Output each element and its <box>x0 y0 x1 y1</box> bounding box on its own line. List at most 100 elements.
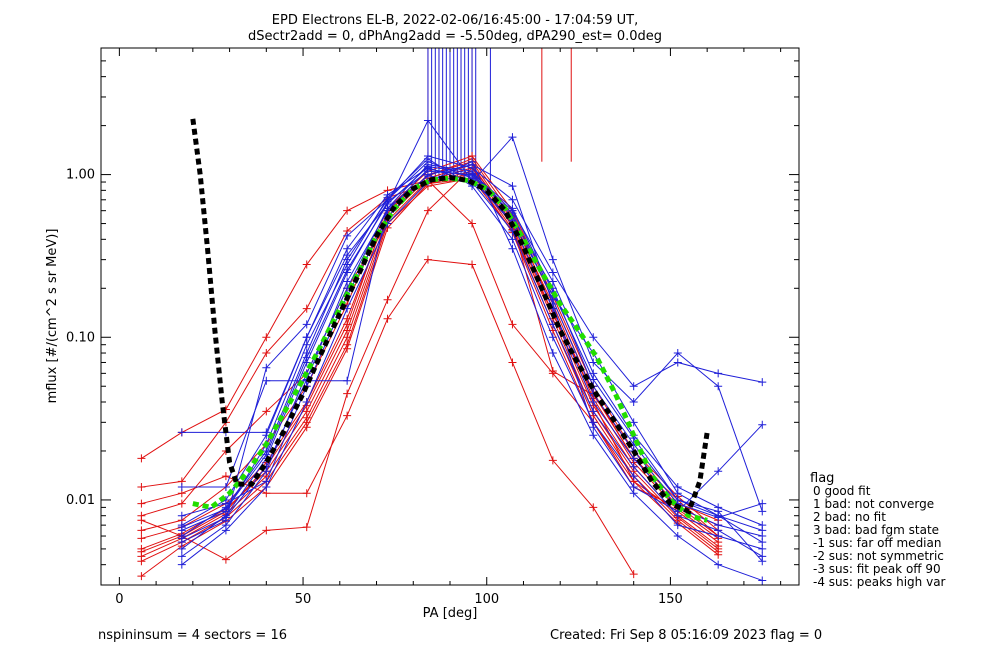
red-profile-point <box>262 349 271 358</box>
red-profile-point <box>383 314 392 323</box>
blue-profile-point <box>758 526 767 535</box>
x-tick-label: 100 <box>474 592 499 607</box>
blue-profile-point <box>262 363 271 372</box>
blue-profile-point <box>177 552 186 561</box>
red-profile-point <box>468 219 477 228</box>
blue-profile-point <box>673 495 682 504</box>
red-profile-point <box>137 499 146 508</box>
blue-profile-point <box>177 534 186 543</box>
red-profile-point <box>508 358 517 367</box>
blue-profile-point <box>673 358 682 367</box>
red-profile-point <box>262 407 271 416</box>
red-profile-point <box>343 320 352 329</box>
blue-profile-point <box>177 544 186 553</box>
blue-profile-point <box>589 423 598 432</box>
blue-profile-point <box>548 268 557 277</box>
blue-profile-point <box>673 489 682 498</box>
blue-profile-point <box>343 251 352 260</box>
blue-profile-point <box>468 169 477 178</box>
blue-profile-point <box>714 507 723 516</box>
blue-profile-point <box>589 431 598 440</box>
blue-profile-point <box>177 523 186 532</box>
blue-profile-point <box>508 133 517 142</box>
y-axis-label: mflux [#/(cm^2 s sr MeV)] <box>45 229 60 404</box>
legend-entry: 2 bad: no fit <box>813 510 886 524</box>
red-profile-point <box>262 333 271 342</box>
blue-profile-point <box>177 560 186 569</box>
blue-profile-point <box>758 420 767 429</box>
red-profile-point <box>137 516 146 525</box>
blue-profile-point <box>714 369 723 378</box>
y-tick-label: 0.01 <box>66 493 95 508</box>
blue-profile-point <box>177 511 186 520</box>
blue-profile-point <box>673 532 682 541</box>
blue-profile-point <box>714 467 723 476</box>
legend-entry: -4 sus: peaks high var <box>813 575 946 589</box>
blue-profile-point <box>508 244 517 253</box>
blue-profile-point <box>714 532 723 541</box>
red-profile-point <box>137 526 146 535</box>
chart-title: EPD Electrons EL-B, 2022-02-06/16:45:00 … <box>272 13 638 28</box>
blue-profile-point <box>343 277 352 286</box>
red-profile-point <box>302 260 311 269</box>
blue-profile-point <box>758 499 767 508</box>
red-profile-point <box>343 389 352 398</box>
blue-profile-point <box>262 376 271 385</box>
blue-profile-point <box>343 265 352 274</box>
blue-profile-point <box>423 152 432 161</box>
red-profile-point <box>589 503 598 512</box>
blue-profile-point <box>548 255 557 264</box>
blue-profile-point <box>302 320 311 329</box>
footer-left: nspininsum = 4 sectors = 16 <box>98 628 287 643</box>
blue-profile-point <box>262 450 271 459</box>
legend-entry: 3 bad: bad fgm state <box>813 523 939 537</box>
blue-profile-point <box>714 382 723 391</box>
blue-profile-point <box>302 353 311 362</box>
blue-profile-point <box>589 407 598 416</box>
red-profile-point <box>137 454 146 463</box>
blue-profile-point <box>548 277 557 286</box>
blue-profile-point <box>629 462 638 471</box>
legend-entry: -1 sus: far off median <box>813 536 941 550</box>
blue-profile-point <box>673 521 682 530</box>
red-profile-point <box>177 499 186 508</box>
blue-profile-point <box>221 526 230 535</box>
red-profile-point <box>343 344 352 353</box>
blue-profile-point <box>589 333 598 342</box>
blue-profile-point <box>343 231 352 240</box>
red-profile-point <box>302 489 311 498</box>
blue-profile-point <box>343 376 352 385</box>
red-profile-point <box>302 523 311 532</box>
blue-profile-point <box>383 199 392 208</box>
blue-profile-point <box>589 358 598 367</box>
red-profile-point <box>343 411 352 420</box>
red-profile-point <box>423 206 432 215</box>
blue-profile-point <box>589 375 598 384</box>
blue-profile-point <box>508 182 517 191</box>
x-tick-label: 0 <box>115 592 123 607</box>
red-profile-point <box>343 206 352 215</box>
blue-profile-point <box>423 116 432 125</box>
red-profile-point <box>548 367 557 376</box>
red-profile-point <box>302 304 311 313</box>
red-profile-point <box>714 550 723 559</box>
chart-subtitle: dSectr2add = 0, dPhAng2add = -5.50deg, d… <box>248 29 662 44</box>
y-tick-label: 0.10 <box>66 330 95 345</box>
blue-profile-point <box>714 560 723 569</box>
green-fit-curve <box>192 175 708 523</box>
blue-profile-point <box>629 489 638 498</box>
red-profile-point <box>137 534 146 543</box>
red-profile-point <box>137 572 146 581</box>
blue-profile-point <box>221 504 230 513</box>
blue-profile-point <box>629 397 638 406</box>
black-fit-curve <box>190 118 710 515</box>
blue-profile-point <box>758 378 767 387</box>
blue-profile-point <box>629 472 638 481</box>
red-profile-point <box>137 547 146 556</box>
blue-profile-point <box>302 333 311 342</box>
red-profile-point <box>221 472 230 481</box>
red-profile-point <box>629 570 638 579</box>
red-profile-point <box>548 456 557 465</box>
x-tick-label: 150 <box>658 592 683 607</box>
